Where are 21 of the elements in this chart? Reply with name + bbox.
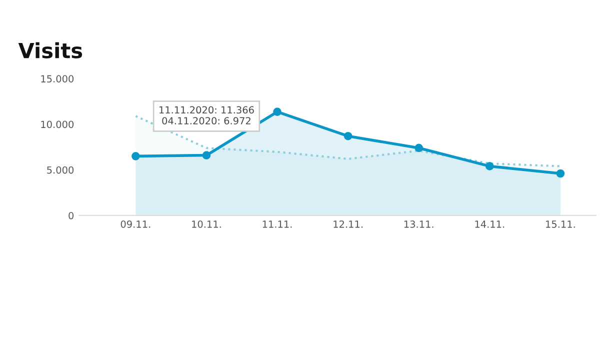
y-tick-label: 10.000	[41, 120, 74, 128]
y-tick-label: 5.000	[47, 166, 74, 174]
point	[344, 132, 352, 140]
x-tick-label: 12.11.	[334, 220, 362, 228]
annotation: 11.11.2020: 11.366	[160, 106, 254, 114]
point	[414, 144, 424, 152]
annotation: 04.11.2020: 6.972	[162, 117, 250, 124]
y-tick-label: 0	[68, 212, 74, 220]
x-tick-label: 09.11.	[120, 220, 150, 228]
x-tick-label: 15.11.	[546, 220, 575, 228]
point	[556, 169, 565, 178]
y-tick-label: 15.000	[41, 75, 74, 82]
x-tick-label: 11.11.	[262, 220, 292, 228]
chart-title: Visits	[18, 42, 82, 58]
point	[485, 162, 494, 170]
point	[132, 152, 140, 160]
point	[202, 151, 211, 160]
x-tick-label: 10.11.	[192, 220, 221, 228]
x-tick-label: 13.11.	[404, 220, 434, 228]
x-tick-label: 14.11.	[475, 220, 504, 228]
point	[273, 108, 282, 116]
